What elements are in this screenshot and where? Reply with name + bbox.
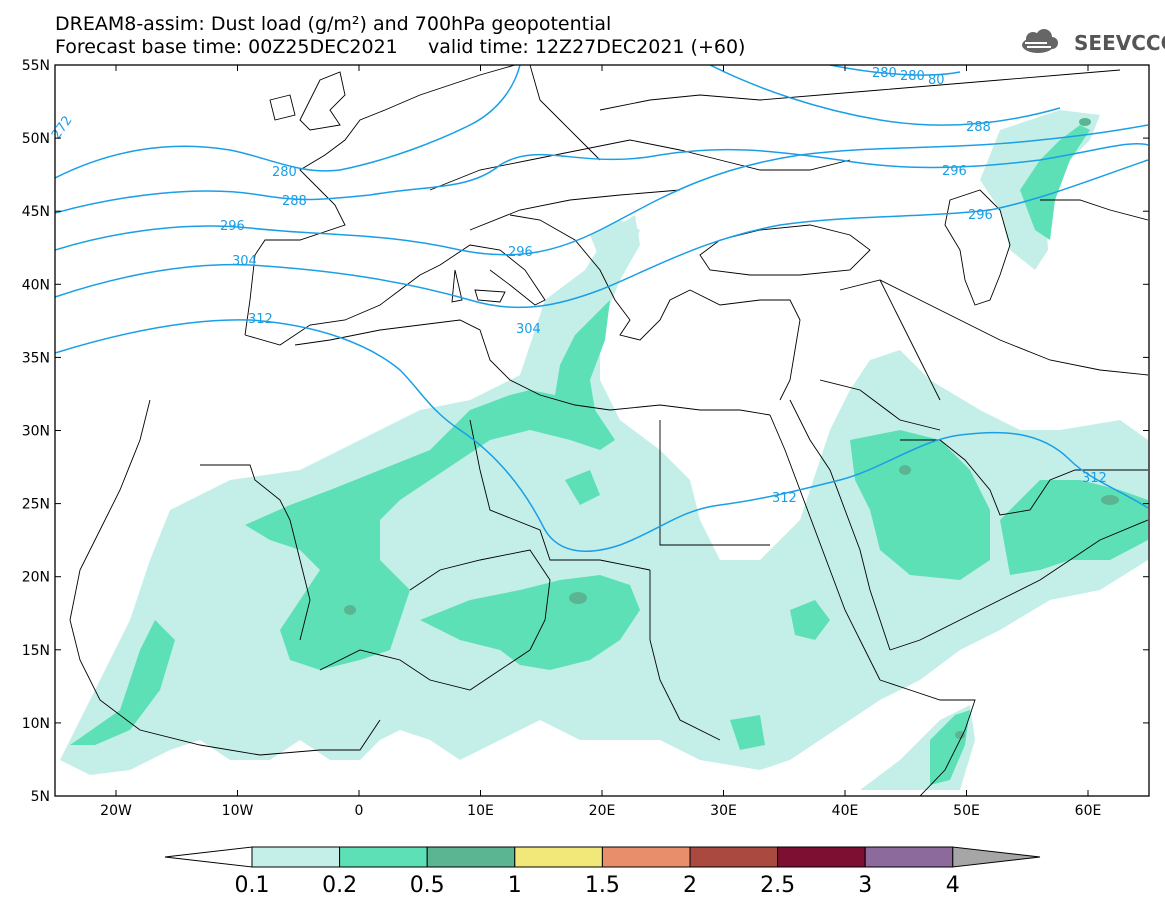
contour-label: 280 xyxy=(900,69,925,84)
lat-label: 55N xyxy=(22,58,50,74)
colorbar-label: 3 xyxy=(858,873,872,898)
contour-label: 288 xyxy=(966,120,991,135)
colorbar-swatch xyxy=(251,846,341,868)
lon-label: 30E xyxy=(710,803,737,819)
lon-label: 10W xyxy=(222,803,254,819)
contour-label: 296 xyxy=(220,219,245,234)
lon-label: 50E xyxy=(953,803,980,819)
lat-label: 50N xyxy=(22,131,50,147)
colorbar-label: 1 xyxy=(508,873,522,898)
colorbar-label: 2 xyxy=(683,873,697,898)
lon-label: 20W xyxy=(100,803,132,819)
lat-label: 20N xyxy=(22,570,50,586)
colorbar-arrow-low xyxy=(164,846,253,868)
colorbar-label: 2.5 xyxy=(760,873,795,898)
lat-label: 25N xyxy=(22,497,50,513)
colorbar-arrow-high xyxy=(952,846,1041,868)
lon-label: 20E xyxy=(589,803,616,819)
colorbar-swatch xyxy=(426,846,516,868)
contour-label: 80 xyxy=(928,73,945,88)
colorbar-swatch xyxy=(689,846,779,868)
lon-label: 60E xyxy=(1075,803,1102,819)
colorbar-swatch xyxy=(864,846,954,868)
colorbar-label: 1.5 xyxy=(585,873,620,898)
cloud-icon xyxy=(1022,29,1058,53)
colorbar-label: 0.1 xyxy=(235,873,270,898)
colorbar: 0.1 0.2 0.5 1 1.5 2 2.5 3 4 xyxy=(164,846,1041,898)
contour-label: 288 xyxy=(282,194,307,209)
lat-label: 40N xyxy=(22,277,50,293)
colorbar-swatch xyxy=(339,846,428,868)
colorbar-label: 0.2 xyxy=(322,873,357,898)
dust-level-0.2 xyxy=(70,125,1148,785)
lon-label: 40E xyxy=(832,803,859,819)
dust-level-0.5 xyxy=(344,118,1119,739)
contour-label: 312 xyxy=(248,312,273,327)
lon-label: 10E xyxy=(467,803,494,819)
contour-label: 280 xyxy=(272,165,297,180)
colorbar-label: 4 xyxy=(946,873,960,898)
colorbar-swatch xyxy=(601,846,691,868)
map-title: DREAM8-assim: Dust load (g/m²) and 700hP… xyxy=(55,13,612,35)
contour-label: 272 xyxy=(49,113,76,142)
contour-label: 296 xyxy=(942,164,967,179)
dust-shading xyxy=(60,110,1148,790)
geopotential-contours xyxy=(55,65,1149,552)
axis-ticks: 55N 50N 45N 40N 35N 30N 25N 20N 15N 10N 5N 20W 10W 0 1… xyxy=(22,58,1149,819)
contour-label: 296 xyxy=(508,245,533,260)
lat-label: 15N xyxy=(22,643,50,659)
contour-label: 312 xyxy=(1082,471,1107,486)
colorbar-swatch xyxy=(777,846,866,868)
lon-label: 0 xyxy=(355,803,364,819)
contour-label: 312 xyxy=(772,491,797,506)
forecast-time-line: Forecast base time: 00Z25DEC2021 valid t… xyxy=(55,36,746,58)
colorbar-label: 0.5 xyxy=(410,873,445,898)
contour-label: 296 xyxy=(968,208,993,223)
logo-text: SEEVCCC xyxy=(1074,31,1165,55)
colorbar-swatch xyxy=(514,846,603,868)
coastlines xyxy=(69,65,1149,796)
lat-label: 10N xyxy=(22,716,50,732)
lat-label: 5N xyxy=(31,789,50,805)
contour-label: 280 xyxy=(872,66,897,81)
lat-label: 30N xyxy=(22,424,50,440)
lat-label: 45N xyxy=(22,204,50,220)
contour-label: 304 xyxy=(516,322,541,337)
lat-label: 35N xyxy=(22,350,50,366)
contour-label: 304 xyxy=(232,254,257,269)
